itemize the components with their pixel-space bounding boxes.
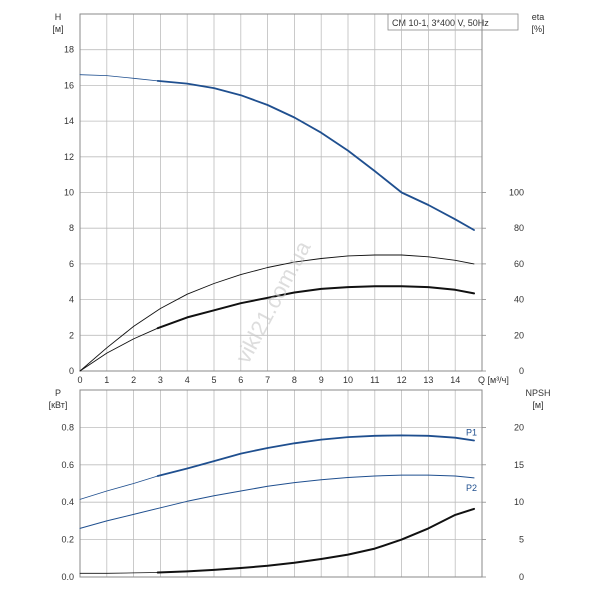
x-tick-label: 2 [131,375,136,385]
x-tick-label: 13 [423,375,433,385]
right-tick-label: 20 [514,422,524,432]
left-tick-label: 8 [69,223,74,233]
left-tick-label: 0.8 [61,422,74,432]
left-tick-label: 0.0 [61,572,74,582]
right-tick-label: 0 [519,366,524,376]
right-axis-unit: [м] [532,400,543,410]
right-axis-title: NPSH [525,388,550,398]
right-tick-label: 5 [519,535,524,545]
x-tick-label: 0 [77,375,82,385]
series-label-p2: P2 [466,483,477,493]
left-tick-label: 2 [69,330,74,340]
x-tick-label: 1 [104,375,109,385]
right-tick-label: 40 [514,295,524,305]
right-tick-label: 15 [514,460,524,470]
series-line-npsh [156,507,475,574]
series-line-npsh-ext [79,572,159,574]
right-tick-label: 60 [514,259,524,269]
plot-frame [79,13,483,372]
left-tick-label: 0 [69,366,74,376]
x-tick-label: 6 [238,375,243,385]
x-tick-label: 9 [319,375,324,385]
x-tick-label: 12 [397,375,407,385]
x-tick-label: 7 [265,375,270,385]
series-line-eta [156,285,475,330]
left-tick-label: 6 [69,259,74,269]
left-tick-label: 10 [64,188,74,198]
x-tick-label: 14 [450,375,460,385]
x-tick-label: 10 [343,375,353,385]
series-line-p2 [79,474,475,529]
x-tick-label: 11 [370,375,379,385]
right-tick-label: 100 [509,188,524,198]
left-tick-label: 18 [64,45,74,55]
left-axis-unit: [кВт] [49,400,68,410]
plot-frame [79,389,483,578]
series-line-p1-ext [79,475,159,500]
right-tick-label: 10 [514,497,524,507]
x-axis-unit: Q [м³/ч] [478,375,509,385]
x-tick-label: 5 [211,375,216,385]
right-axis-unit: [%] [531,24,544,34]
x-tick-label: 4 [185,375,190,385]
left-tick-label: 12 [64,152,74,162]
series-line-eta-upper [79,254,475,372]
left-tick-label: 4 [69,295,74,305]
right-tick-label: 20 [514,330,524,340]
left-tick-label: 0.6 [61,460,74,470]
series-line-h-ext [79,74,159,82]
left-tick-label: 0.4 [61,497,74,507]
left-axis-title: P [55,388,61,398]
left-axis-title: H [55,12,62,22]
right-tick-label: 0 [519,572,524,582]
left-tick-label: 14 [64,116,74,126]
x-tick-label: 3 [158,375,163,385]
right-tick-label: 80 [514,223,524,233]
left-tick-label: 0.2 [61,535,74,545]
series-line-eta-lower [79,327,159,372]
title-text: CM 10-1, 3*400 V, 50Hz [392,18,489,28]
series-label-p1: P1 [466,427,477,437]
series-line-p1 [156,434,475,477]
x-tick-label: 8 [292,375,297,385]
left-axis-unit: [м] [52,24,63,34]
right-axis-title: eta [532,12,545,22]
left-tick-label: 16 [64,80,74,90]
series-line-h [156,80,475,231]
